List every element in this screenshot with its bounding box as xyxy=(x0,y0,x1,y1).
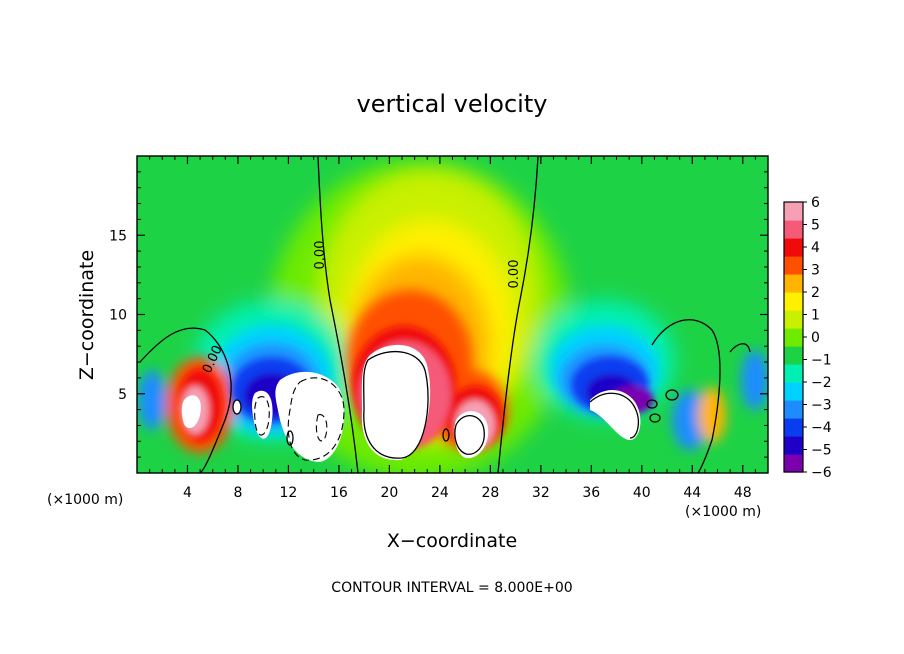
y-tick-label: 5 xyxy=(118,387,127,403)
colorbar-tick-label: −1 xyxy=(811,353,832,369)
contour-label-2: 0.00 xyxy=(507,260,522,289)
colorbar-swatch xyxy=(784,382,803,401)
x-tick-label: 12 xyxy=(280,485,298,501)
colorbar: 6 5 4 3 2 1 0 −1 −2 −3 −4 −5 −6 xyxy=(783,195,832,481)
colorbar-tick-label: 4 xyxy=(811,240,820,256)
contour-interval-text: CONTOUR INTERVAL = 8.000E+00 xyxy=(331,580,572,596)
colorbar-tick-label: −4 xyxy=(811,420,832,436)
colorbar-tick-label: −6 xyxy=(811,465,832,481)
x-tick-label: 16 xyxy=(330,485,348,501)
colorbar-swatch xyxy=(784,256,803,275)
field-plot xyxy=(137,156,768,473)
dashed-contour-lines xyxy=(254,377,345,461)
colorbar-tick-label: 2 xyxy=(811,285,820,301)
x-tick-label: 24 xyxy=(431,485,449,501)
colorbar-swatch xyxy=(784,418,803,437)
x-tick-label: 36 xyxy=(582,485,600,501)
colorbar-tick-label: −2 xyxy=(811,375,832,391)
colorbar-swatch xyxy=(784,292,803,311)
y-axis-label: Z−coordinate xyxy=(76,250,98,380)
colorbar-swatch xyxy=(784,328,803,347)
colorbar-tick-label: −5 xyxy=(811,443,832,459)
chart-title: vertical velocity xyxy=(357,90,548,118)
contour-label-1: 0.00 xyxy=(313,241,328,270)
colorbar-swatch xyxy=(784,310,803,329)
colorbar-swatch xyxy=(784,436,803,455)
x-tick-label: 4 xyxy=(183,485,192,501)
colorbar-swatch xyxy=(784,346,803,365)
colorbar-tick-label: 0 xyxy=(811,330,820,346)
x-tick-label: 48 xyxy=(734,485,752,501)
colorbar-swatch xyxy=(784,400,803,419)
colorbar-swatch xyxy=(784,364,803,383)
colorbar-tick-label: 5 xyxy=(811,218,820,234)
contour-lines xyxy=(139,156,751,473)
y-tick-label: 10 xyxy=(109,308,127,324)
y-tick-label: 15 xyxy=(109,228,127,244)
x-tick-label: 44 xyxy=(683,485,701,501)
x-tick-label: 20 xyxy=(380,485,398,501)
colorbar-swatch xyxy=(784,202,803,221)
x-tick-label: 32 xyxy=(532,485,550,501)
x-unit-label-right: (×1000 m) xyxy=(685,504,761,520)
colorbar-tick-label: 1 xyxy=(811,308,820,324)
x-unit-label: (×1000 m) xyxy=(47,492,123,508)
colorbar-tick-label: 6 xyxy=(811,195,820,211)
colorbar-swatch xyxy=(784,238,803,257)
colorbar-tick-label: −3 xyxy=(811,398,832,414)
x-tick-label: 40 xyxy=(633,485,651,501)
x-tick-label: 28 xyxy=(481,485,499,501)
colorbar-swatch xyxy=(784,454,803,473)
colorbar-swatch xyxy=(784,274,803,293)
x-tick-label: 8 xyxy=(233,485,242,501)
colorbar-tick-label: 3 xyxy=(811,263,820,279)
x-axis-label: X−coordinate xyxy=(387,530,517,552)
colorbar-swatch xyxy=(784,220,803,239)
